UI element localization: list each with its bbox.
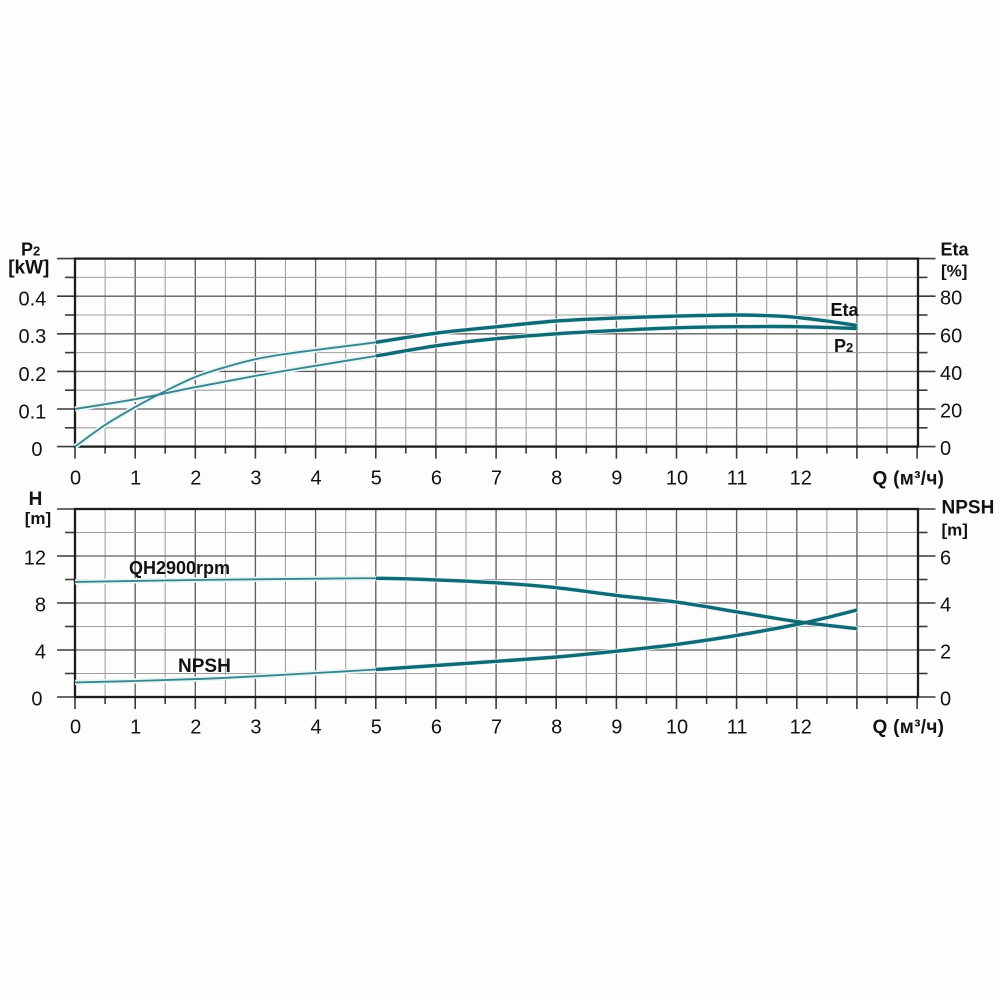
svg-text:5: 5 (371, 717, 382, 739)
svg-text:4: 4 (35, 642, 46, 664)
svg-text:8: 8 (35, 595, 46, 617)
svg-text:1: 1 (130, 717, 141, 739)
svg-text:10: 10 (666, 468, 688, 490)
svg-text:0: 0 (31, 439, 42, 461)
svg-text:0.2: 0.2 (18, 364, 46, 386)
svg-text:6: 6 (431, 717, 442, 739)
svg-text:NPSH: NPSH (942, 498, 995, 519)
svg-text:5: 5 (371, 468, 382, 490)
svg-text:[kW]: [kW] (8, 258, 49, 279)
svg-text:12: 12 (790, 468, 812, 490)
svg-text:2: 2 (940, 642, 951, 664)
svg-text:0: 0 (70, 717, 81, 739)
svg-text:4: 4 (940, 595, 951, 617)
svg-text:0.4: 0.4 (18, 289, 46, 311)
svg-text:Eta: Eta (830, 300, 859, 320)
svg-text:0: 0 (940, 689, 951, 711)
svg-text:0.1: 0.1 (18, 401, 46, 423)
svg-text:8: 8 (551, 468, 562, 490)
svg-text:20: 20 (940, 401, 962, 423)
svg-text:H: H (29, 489, 43, 510)
svg-text:P2: P2 (21, 240, 40, 260)
svg-text:4: 4 (311, 717, 322, 739)
svg-text:P2: P2 (834, 336, 853, 356)
svg-text:Q (м³/ч): Q (м³/ч) (873, 469, 945, 490)
svg-text:7: 7 (491, 717, 502, 739)
svg-text:7: 7 (491, 468, 502, 490)
svg-text:11: 11 (727, 717, 748, 739)
svg-text:80: 80 (940, 288, 962, 310)
svg-text:0: 0 (31, 689, 42, 711)
svg-text:9: 9 (611, 717, 622, 739)
svg-text:0: 0 (940, 438, 951, 460)
svg-text:10: 10 (666, 717, 688, 739)
svg-text:6: 6 (940, 548, 951, 570)
svg-text:QH2900rpm: QH2900rpm (129, 558, 230, 578)
svg-text:60: 60 (940, 325, 962, 347)
svg-text:12: 12 (24, 548, 46, 570)
svg-text:2: 2 (190, 468, 201, 490)
svg-text:11: 11 (727, 468, 748, 490)
svg-text:9: 9 (611, 468, 622, 490)
svg-text:[%]: [%] (941, 262, 967, 281)
svg-text:6: 6 (431, 468, 442, 490)
svg-text:8: 8 (551, 717, 562, 739)
svg-text:3: 3 (250, 717, 261, 739)
svg-text:NPSH: NPSH (178, 656, 231, 677)
svg-text:Eta: Eta (941, 240, 970, 260)
svg-text:1: 1 (130, 468, 141, 490)
svg-text:4: 4 (311, 468, 322, 490)
svg-text:3: 3 (250, 468, 261, 490)
svg-text:40: 40 (940, 363, 962, 385)
svg-text:[m]: [m] (942, 521, 968, 540)
svg-text:2: 2 (190, 717, 201, 739)
svg-text:12: 12 (790, 717, 812, 739)
svg-text:Q (м³/ч): Q (м³/ч) (873, 717, 945, 738)
svg-text:0.3: 0.3 (18, 326, 46, 348)
svg-text:0: 0 (70, 468, 81, 490)
svg-text:[m]: [m] (25, 509, 51, 528)
